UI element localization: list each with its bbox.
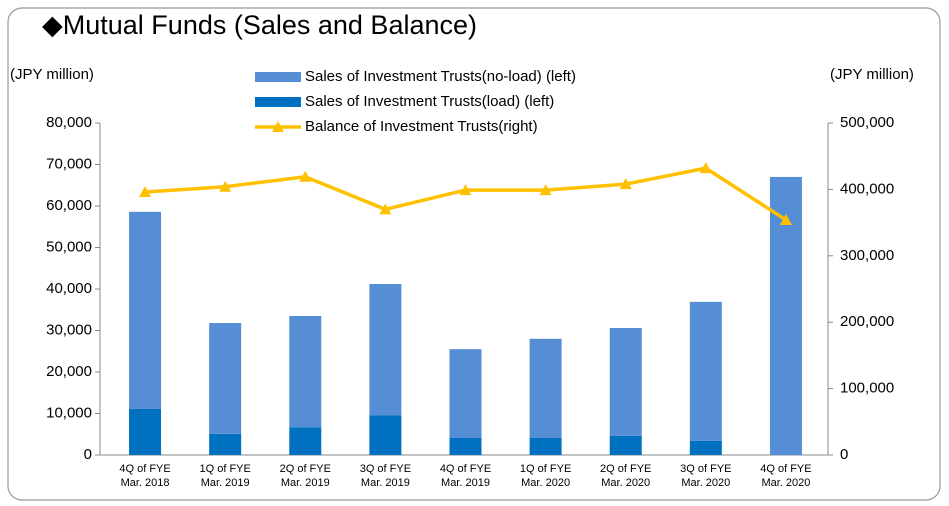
line-marker (459, 184, 472, 196)
x-tick-label: 4Q of FYE (119, 463, 170, 475)
x-tick-label: 4Q of FYE (440, 463, 491, 475)
bar (689, 440, 722, 455)
bar (609, 328, 642, 436)
bar (209, 433, 242, 455)
x-tick-label: Mar. 2020 (681, 477, 730, 489)
y-tick-label: 80,000 (46, 114, 92, 131)
line-marker (379, 203, 392, 215)
x-tick-label: Mar. 2018 (121, 477, 170, 489)
y2-tick-label: 200,000 (840, 313, 894, 330)
bar (209, 323, 242, 434)
bar (449, 437, 482, 455)
line-marker (619, 178, 632, 190)
x-tick-label: Mar. 2020 (521, 477, 570, 489)
bar (369, 415, 402, 455)
x-tick-label: Mar. 2019 (281, 477, 330, 489)
y-tick-label: 40,000 (46, 280, 92, 297)
line-marker (779, 213, 792, 225)
y2-tick-label: 0 (840, 446, 848, 463)
line-marker (299, 170, 312, 182)
bar (129, 211, 162, 409)
chart-title: ◆Mutual Funds (Sales and Balance) (42, 10, 477, 40)
bar (129, 408, 162, 455)
x-tick-label: 3Q of FYE (680, 463, 731, 475)
y-tick-label: 0 (84, 446, 92, 463)
y-tick-label: 20,000 (46, 363, 92, 380)
legend-marker (272, 121, 284, 132)
line-marker (219, 180, 232, 192)
x-tick-label: Mar. 2020 (601, 477, 650, 489)
bar (609, 435, 642, 455)
x-tick-label: 2Q of FYE (600, 463, 651, 475)
bar (289, 427, 322, 455)
y-tick-label: 60,000 (46, 197, 92, 214)
y-axis-label: (JPY million) (10, 66, 94, 83)
bar (529, 338, 562, 438)
x-tick-label: Mar. 2019 (361, 477, 410, 489)
bar (689, 301, 722, 441)
y2-tick-label: 100,000 (840, 380, 894, 397)
x-tick-label: 1Q of FYE (199, 463, 250, 475)
x-tick-label: Mar. 2020 (761, 477, 810, 489)
x-tick-label: 4Q of FYE (760, 463, 811, 475)
bar (369, 284, 402, 416)
line-marker (539, 184, 552, 196)
y-tick-label: 50,000 (46, 238, 92, 255)
bar (449, 349, 482, 438)
line-marker (699, 162, 712, 174)
y-tick-label: 70,000 (46, 155, 92, 172)
legend-swatch (255, 97, 301, 107)
x-tick-label: 1Q of FYE (520, 463, 571, 475)
y2-axis-label: (JPY million) (830, 66, 914, 83)
legend-label: Sales of Investment Trusts(no-load) (lef… (305, 68, 576, 85)
legend-label: Balance of Investment Trusts(right) (305, 118, 538, 135)
x-tick-label: Mar. 2019 (441, 477, 490, 489)
bar (529, 437, 562, 455)
y-tick-label: 10,000 (46, 404, 92, 421)
legend-label: Sales of Investment Trusts(load) (left) (305, 93, 554, 110)
line-marker (139, 186, 152, 198)
legend-swatch (255, 72, 301, 82)
x-tick-label: Mar. 2019 (201, 477, 250, 489)
y-tick-label: 30,000 (46, 321, 92, 338)
y2-tick-label: 500,000 (840, 114, 894, 131)
x-tick-label: 3Q of FYE (360, 463, 411, 475)
y2-tick-label: 300,000 (840, 247, 894, 264)
x-tick-label: 2Q of FYE (280, 463, 331, 475)
bar (289, 315, 322, 428)
y2-tick-label: 400,000 (840, 180, 894, 197)
